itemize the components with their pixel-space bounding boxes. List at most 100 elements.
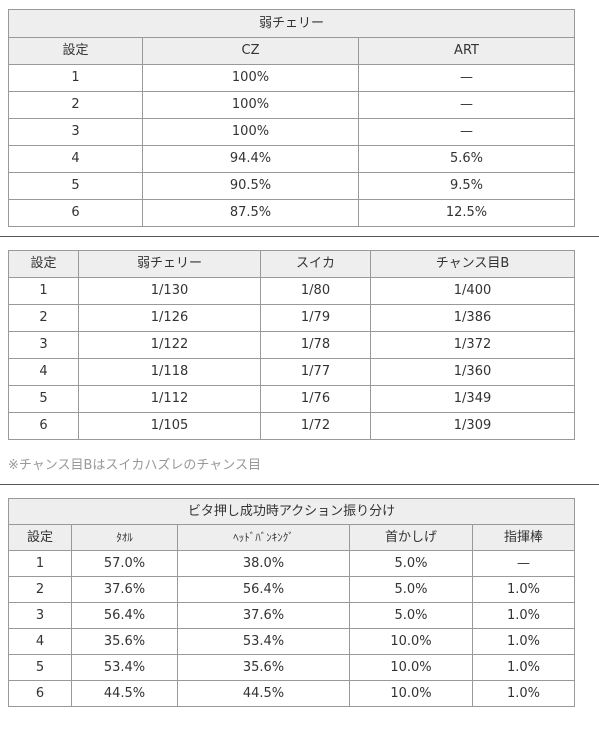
footnote: ※チャンス目Bはスイカハズレのチャンス目	[8, 458, 262, 473]
section-divider	[0, 236, 599, 237]
table-row: 5 90.5% 9.5%	[8, 172, 576, 200]
table-cell: 12.5%	[357, 199, 576, 227]
table-row: 2 1/126 1/79 1/386	[8, 304, 575, 332]
table-row: 2 37.6% 56.4% 5.0% 1.0%	[8, 576, 575, 603]
table-row: 1 57.0% 38.0% 5.0% —	[8, 550, 575, 577]
table-cell: 1/72	[260, 412, 371, 440]
table-cell: 1/309	[370, 412, 575, 440]
table-cell: 44.5%	[177, 680, 350, 707]
table-cell: 100%	[142, 64, 359, 92]
table-cell: 53.4%	[71, 654, 178, 681]
column-header: 設定	[8, 250, 79, 278]
table-cell: 1/105	[78, 412, 261, 440]
column-header: CZ	[142, 37, 359, 65]
table-cell: 3	[8, 602, 72, 629]
table-cell: 3	[8, 331, 79, 359]
table-cell: 1/77	[260, 358, 371, 386]
table-row: 4 94.4% 5.6%	[8, 145, 576, 173]
table-cell: 37.6%	[71, 576, 178, 603]
table-cell: 2	[8, 576, 72, 603]
column-header: ﾀｵﾙ	[71, 524, 178, 551]
table-cell: 4	[8, 358, 79, 386]
table-cell: 3	[8, 118, 143, 146]
table-cell: 5.0%	[349, 550, 473, 577]
table-cell: 1/126	[78, 304, 261, 332]
table-cell: 1/122	[78, 331, 261, 359]
column-header: 設定	[8, 37, 143, 65]
table-cell: 5	[8, 172, 143, 200]
table-row: 6 87.5% 12.5%	[8, 199, 576, 227]
table-row: 2 100% —	[8, 91, 576, 119]
column-header: 指揮棒	[472, 524, 575, 551]
action-distribution-table: ビタ押し成功時アクション振り分け 設定 ﾀｵﾙ ﾍｯﾄﾞﾊﾞﾝｷﾝｸﾞ 首かしげ…	[8, 498, 575, 707]
table-cell: 1/112	[78, 385, 261, 413]
table-cell: 1/118	[78, 358, 261, 386]
table-cell: 4	[8, 628, 72, 655]
table-cell: 5	[8, 385, 79, 413]
column-header: チャンス目B	[370, 250, 575, 278]
table-cell: 1/80	[260, 277, 371, 305]
table-cell: 1.0%	[472, 602, 575, 629]
column-header: 首かしげ	[349, 524, 473, 551]
table-cell: 90.5%	[142, 172, 359, 200]
table-row: 6 44.5% 44.5% 10.0% 1.0%	[8, 680, 575, 707]
table-cell: 10.0%	[349, 680, 473, 707]
table-cell: 100%	[142, 91, 359, 119]
weak-cherry-table: 弱チェリー 設定 CZ ART 1 100% — 2 100% — 3 100%…	[7, 9, 576, 227]
probability-table: 設定 弱チェリー スイカ チャンス目B 1 1/130 1/80 1/400 2…	[8, 250, 575, 440]
table-cell: 6	[8, 199, 143, 227]
table-row: 3 56.4% 37.6% 5.0% 1.0%	[8, 602, 575, 629]
table-cell: 94.4%	[142, 145, 359, 173]
table-row: 3 100% —	[8, 118, 576, 146]
table-cell: 1	[8, 64, 143, 92]
table-title: ビタ押し成功時アクション振り分け	[8, 498, 575, 525]
table-title: 弱チェリー	[7, 9, 576, 38]
table-cell: 44.5%	[71, 680, 178, 707]
table-row: 5 1/112 1/76 1/349	[8, 385, 575, 413]
section-divider	[0, 484, 599, 485]
table-cell: 5	[8, 654, 72, 681]
table-cell: 5.0%	[349, 576, 473, 603]
table-cell: 5.0%	[349, 602, 473, 629]
table-cell: 87.5%	[142, 199, 359, 227]
table-cell: —	[472, 550, 575, 577]
table-row: 3 1/122 1/78 1/372	[8, 331, 575, 359]
table-cell: —	[357, 91, 576, 119]
table-cell: 2	[8, 91, 143, 119]
table-cell: 35.6%	[177, 654, 350, 681]
table-row: 1 100% —	[8, 64, 576, 92]
table-cell: 5.6%	[357, 145, 576, 173]
table-cell: 1.0%	[472, 680, 575, 707]
table-cell: 1.0%	[472, 654, 575, 681]
table-cell: 57.0%	[71, 550, 178, 577]
table-cell: 1/372	[370, 331, 575, 359]
table-cell: 1/360	[370, 358, 575, 386]
table-row: 1 1/130 1/80 1/400	[8, 277, 575, 305]
table-row: 5 53.4% 35.6% 10.0% 1.0%	[8, 654, 575, 681]
column-header: 弱チェリー	[78, 250, 261, 278]
table-cell: 10.0%	[349, 628, 473, 655]
table-cell: 1.0%	[472, 628, 575, 655]
table-cell: 38.0%	[177, 550, 350, 577]
column-header: ART	[357, 37, 576, 65]
table-cell: 1/79	[260, 304, 371, 332]
table-cell: 1.0%	[472, 576, 575, 603]
table-cell: 6	[8, 412, 79, 440]
table-cell: 35.6%	[71, 628, 178, 655]
table-cell: 53.4%	[177, 628, 350, 655]
table-cell: 1/349	[370, 385, 575, 413]
table-cell: 56.4%	[71, 602, 178, 629]
table-cell: 1/400	[370, 277, 575, 305]
column-header: スイカ	[260, 250, 371, 278]
table-cell: 100%	[142, 118, 359, 146]
table-cell: 1	[8, 550, 72, 577]
table-cell: 6	[8, 680, 72, 707]
table-cell: 1/78	[260, 331, 371, 359]
column-header: ﾍｯﾄﾞﾊﾞﾝｷﾝｸﾞ	[177, 524, 350, 551]
table-row: 6 1/105 1/72 1/309	[8, 412, 575, 440]
table-cell: 37.6%	[177, 602, 350, 629]
table-cell: 1/386	[370, 304, 575, 332]
table-cell: —	[357, 118, 576, 146]
table-cell: 4	[8, 145, 143, 173]
table-cell: 10.0%	[349, 654, 473, 681]
